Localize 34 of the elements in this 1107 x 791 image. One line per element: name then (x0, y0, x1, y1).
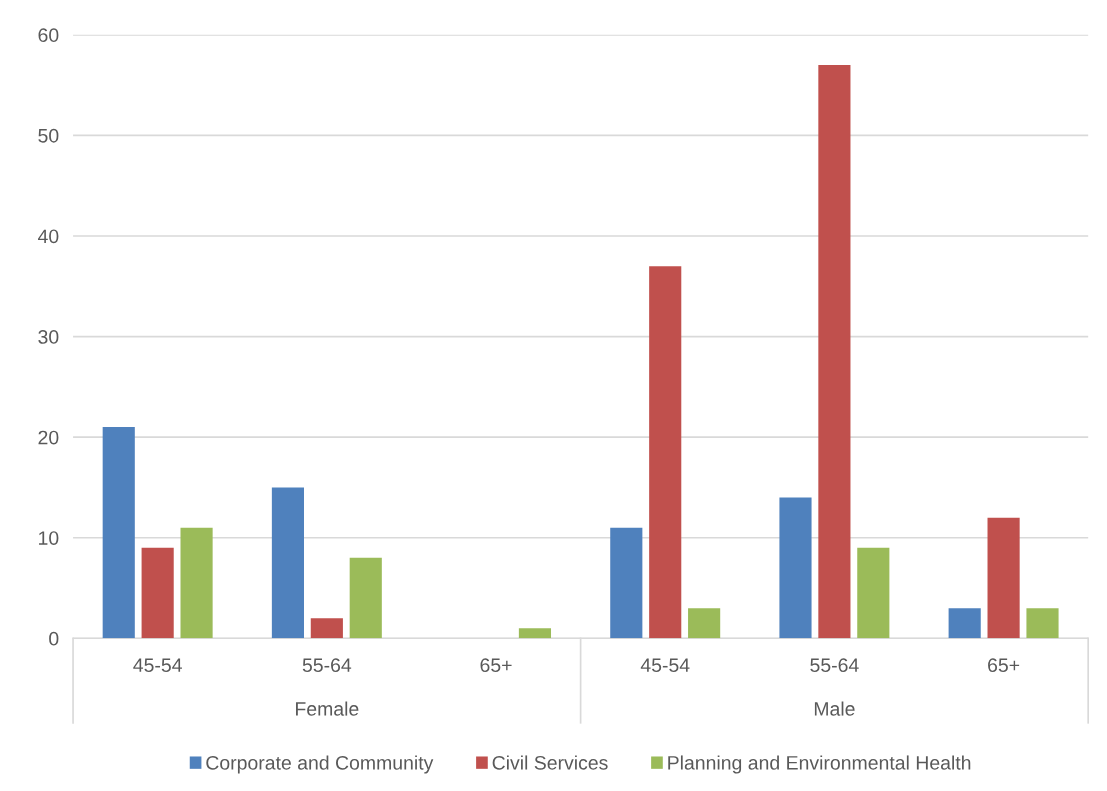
y-tick-label: 40 (37, 229, 59, 244)
y-tick-label: 0 (49, 631, 59, 646)
x-tick-label: 65+ (480, 658, 512, 673)
bar (349, 557, 382, 639)
text: Female (296, 701, 359, 716)
legend-label: Corporate and Community (206, 755, 434, 774)
bar (102, 427, 135, 639)
x-tick-label: 65+ (988, 658, 1020, 673)
y-tick-label: 60 (38, 28, 59, 43)
bar (948, 608, 981, 639)
bar (271, 487, 304, 639)
bar (649, 266, 682, 639)
bar (141, 547, 174, 639)
bar (857, 547, 890, 639)
x-tick-label: 45-54 (133, 658, 182, 673)
bar (310, 618, 343, 639)
y-tick-label: 10 (39, 531, 59, 545)
bar (518, 628, 552, 639)
legend-label: Civil Services (492, 755, 608, 770)
x-tick-label: 45-54 (640, 658, 690, 673)
y-tick-label: 50 (38, 128, 59, 143)
bar (1026, 608, 1059, 639)
x-tick-label: 55-64 (810, 658, 859, 673)
text: Male (814, 701, 855, 716)
bar (818, 64, 851, 639)
bar (779, 497, 812, 639)
y-tick-label: 30 (38, 330, 59, 344)
x-tick-label: 55-64 (302, 658, 352, 673)
bar (688, 608, 721, 639)
bar (987, 517, 1020, 639)
legend-label: Planning and Environmental Health (668, 755, 971, 774)
bar (610, 527, 643, 639)
y-tick-label: 20 (38, 430, 59, 445)
bar (180, 527, 213, 639)
